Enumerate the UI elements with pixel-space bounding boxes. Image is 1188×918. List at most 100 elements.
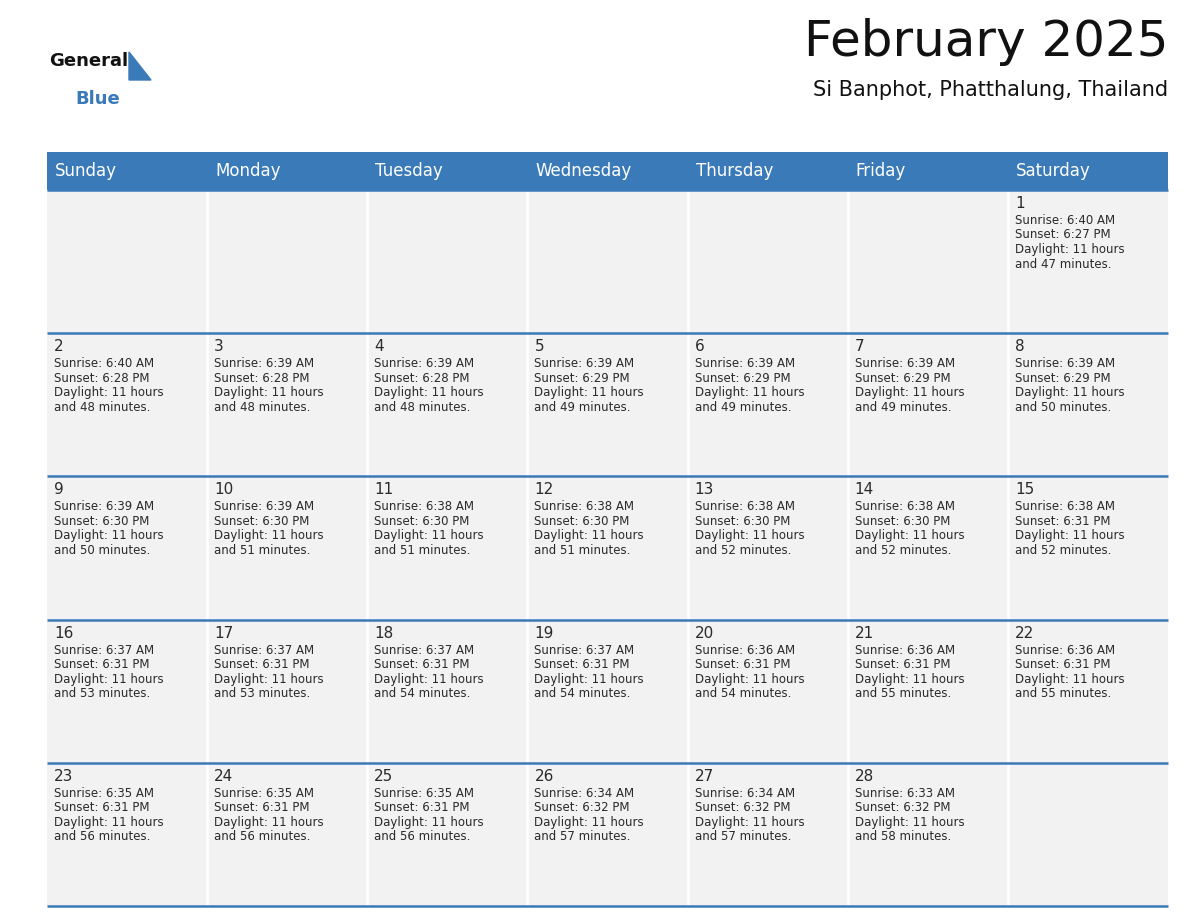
Text: Daylight: 11 hours: Daylight: 11 hours: [214, 386, 324, 399]
Text: Daylight: 11 hours: Daylight: 11 hours: [53, 673, 164, 686]
Bar: [848, 333, 1007, 476]
Bar: [48, 763, 207, 906]
Text: Sunrise: 6:39 AM: Sunrise: 6:39 AM: [374, 357, 474, 370]
Text: and 49 minutes.: and 49 minutes.: [695, 400, 791, 414]
Text: 9: 9: [53, 482, 64, 498]
Text: Sunrise: 6:40 AM: Sunrise: 6:40 AM: [1015, 214, 1116, 227]
Text: and 52 minutes.: and 52 minutes.: [854, 543, 952, 557]
Text: Sunset: 6:28 PM: Sunset: 6:28 PM: [53, 372, 150, 385]
Bar: [367, 333, 527, 476]
Text: Daylight: 11 hours: Daylight: 11 hours: [1015, 386, 1125, 399]
Text: Daylight: 11 hours: Daylight: 11 hours: [53, 816, 164, 829]
Text: Sunrise: 6:39 AM: Sunrise: 6:39 AM: [535, 357, 634, 370]
Text: Sunset: 6:30 PM: Sunset: 6:30 PM: [535, 515, 630, 528]
Text: Sunset: 6:31 PM: Sunset: 6:31 PM: [1015, 515, 1111, 528]
Text: Daylight: 11 hours: Daylight: 11 hours: [695, 673, 804, 686]
Text: Friday: Friday: [855, 162, 906, 180]
Text: 25: 25: [374, 768, 393, 784]
Text: and 52 minutes.: and 52 minutes.: [695, 543, 791, 557]
Text: 8: 8: [1015, 339, 1024, 354]
Text: Sunrise: 6:39 AM: Sunrise: 6:39 AM: [214, 357, 315, 370]
Bar: [367, 190, 527, 333]
Text: Daylight: 11 hours: Daylight: 11 hours: [214, 673, 324, 686]
Text: and 50 minutes.: and 50 minutes.: [53, 543, 150, 557]
Bar: [527, 333, 688, 476]
Text: February 2025: February 2025: [803, 18, 1168, 66]
Text: and 51 minutes.: and 51 minutes.: [214, 543, 310, 557]
Text: 13: 13: [695, 482, 714, 498]
Text: and 48 minutes.: and 48 minutes.: [53, 400, 151, 414]
Text: Daylight: 11 hours: Daylight: 11 hours: [214, 530, 324, 543]
Text: 17: 17: [214, 625, 233, 641]
Bar: [527, 190, 688, 333]
Text: Daylight: 11 hours: Daylight: 11 hours: [53, 530, 164, 543]
Text: Daylight: 11 hours: Daylight: 11 hours: [695, 816, 804, 829]
Text: and 48 minutes.: and 48 minutes.: [374, 400, 470, 414]
Text: 27: 27: [695, 768, 714, 784]
Text: Daylight: 11 hours: Daylight: 11 hours: [854, 673, 965, 686]
Text: Daylight: 11 hours: Daylight: 11 hours: [854, 530, 965, 543]
Text: and 52 minutes.: and 52 minutes.: [1015, 543, 1111, 557]
Text: Wednesday: Wednesday: [536, 162, 632, 180]
Text: 24: 24: [214, 768, 233, 784]
Text: 16: 16: [53, 625, 74, 641]
Text: Sunrise: 6:39 AM: Sunrise: 6:39 AM: [695, 357, 795, 370]
Text: Daylight: 11 hours: Daylight: 11 hours: [535, 816, 644, 829]
Bar: [688, 190, 848, 333]
Text: Tuesday: Tuesday: [375, 162, 443, 180]
Text: and 54 minutes.: and 54 minutes.: [535, 687, 631, 700]
Text: and 56 minutes.: and 56 minutes.: [214, 830, 310, 844]
Text: Sunset: 6:29 PM: Sunset: 6:29 PM: [1015, 372, 1111, 385]
Text: Daylight: 11 hours: Daylight: 11 hours: [695, 530, 804, 543]
Text: General: General: [49, 52, 128, 70]
Bar: [48, 190, 207, 333]
Text: Sunset: 6:29 PM: Sunset: 6:29 PM: [854, 372, 950, 385]
Text: Saturday: Saturday: [1016, 162, 1091, 180]
Text: Daylight: 11 hours: Daylight: 11 hours: [1015, 530, 1125, 543]
Bar: [367, 620, 527, 763]
Text: Sunset: 6:31 PM: Sunset: 6:31 PM: [53, 801, 150, 814]
Text: Daylight: 11 hours: Daylight: 11 hours: [374, 673, 484, 686]
Text: Sunrise: 6:39 AM: Sunrise: 6:39 AM: [53, 500, 154, 513]
Bar: [848, 620, 1007, 763]
Text: Sunrise: 6:39 AM: Sunrise: 6:39 AM: [1015, 357, 1116, 370]
Text: 4: 4: [374, 339, 384, 354]
Bar: [527, 763, 688, 906]
Text: Sunrise: 6:38 AM: Sunrise: 6:38 AM: [374, 500, 474, 513]
Bar: [48, 620, 207, 763]
Text: and 55 minutes.: and 55 minutes.: [1015, 687, 1111, 700]
Text: 14: 14: [854, 482, 874, 498]
Text: and 53 minutes.: and 53 minutes.: [214, 687, 310, 700]
Text: Sunrise: 6:35 AM: Sunrise: 6:35 AM: [374, 787, 474, 800]
Text: Daylight: 11 hours: Daylight: 11 hours: [854, 386, 965, 399]
Text: Sunrise: 6:38 AM: Sunrise: 6:38 AM: [1015, 500, 1114, 513]
Bar: [1007, 190, 1168, 333]
Bar: [688, 152, 848, 190]
Text: 2: 2: [53, 339, 64, 354]
Bar: [1007, 333, 1168, 476]
Bar: [207, 476, 367, 620]
Text: Sunset: 6:29 PM: Sunset: 6:29 PM: [695, 372, 790, 385]
Text: Sunrise: 6:38 AM: Sunrise: 6:38 AM: [535, 500, 634, 513]
Text: and 54 minutes.: and 54 minutes.: [695, 687, 791, 700]
Bar: [1007, 476, 1168, 620]
Text: Si Banphot, Phatthalung, Thailand: Si Banphot, Phatthalung, Thailand: [813, 80, 1168, 100]
Bar: [848, 763, 1007, 906]
Text: and 49 minutes.: and 49 minutes.: [535, 400, 631, 414]
Text: and 58 minutes.: and 58 minutes.: [854, 830, 950, 844]
Text: 12: 12: [535, 482, 554, 498]
Text: Sunrise: 6:36 AM: Sunrise: 6:36 AM: [1015, 644, 1116, 656]
Text: Daylight: 11 hours: Daylight: 11 hours: [374, 530, 484, 543]
Text: Sunrise: 6:35 AM: Sunrise: 6:35 AM: [214, 787, 314, 800]
Text: and 51 minutes.: and 51 minutes.: [535, 543, 631, 557]
Text: 11: 11: [374, 482, 393, 498]
Text: and 53 minutes.: and 53 minutes.: [53, 687, 150, 700]
Text: 7: 7: [854, 339, 865, 354]
Text: 18: 18: [374, 625, 393, 641]
Text: 1: 1: [1015, 196, 1024, 211]
Text: Daylight: 11 hours: Daylight: 11 hours: [1015, 243, 1125, 256]
Bar: [48, 476, 207, 620]
Text: 23: 23: [53, 768, 74, 784]
Bar: [207, 763, 367, 906]
Text: 20: 20: [695, 625, 714, 641]
